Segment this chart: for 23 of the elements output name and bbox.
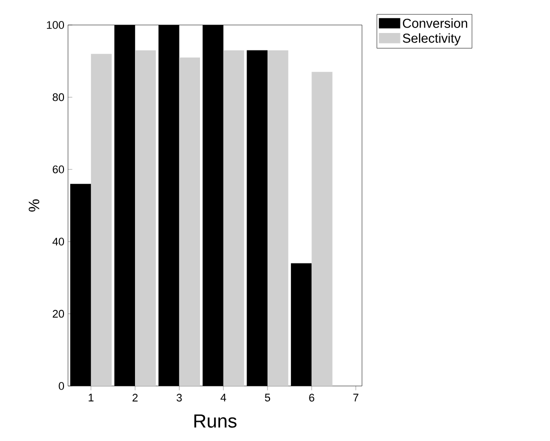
bar <box>312 72 332 386</box>
legend-label: Selectivity <box>402 33 461 46</box>
y-axis-title: % <box>28 199 40 212</box>
x-tick-label: 2 <box>132 394 138 402</box>
bar <box>268 50 288 386</box>
bar <box>223 50 244 386</box>
x-tick-label: 3 <box>176 394 182 402</box>
x-tick-label: 5 <box>264 394 270 402</box>
y-tick-label: 20 <box>52 310 64 318</box>
x-axis-title: Runs <box>194 414 236 428</box>
x-tick-label: 4 <box>220 394 226 402</box>
bar <box>90 54 112 386</box>
x-tick-label: 7 <box>353 394 358 402</box>
y-tick-label: 100 <box>46 21 64 29</box>
legend-label: Conversion <box>402 18 468 28</box>
bar <box>179 57 200 386</box>
x-tick-label: 1 <box>88 394 94 402</box>
y-tick-label: 60 <box>52 166 64 174</box>
y-tick-label: 40 <box>52 238 64 246</box>
bar <box>135 50 156 386</box>
y-tick-label: 80 <box>52 93 64 102</box>
x-tick-label: 6 <box>309 394 314 402</box>
y-tick-label: 0 <box>58 382 64 390</box>
